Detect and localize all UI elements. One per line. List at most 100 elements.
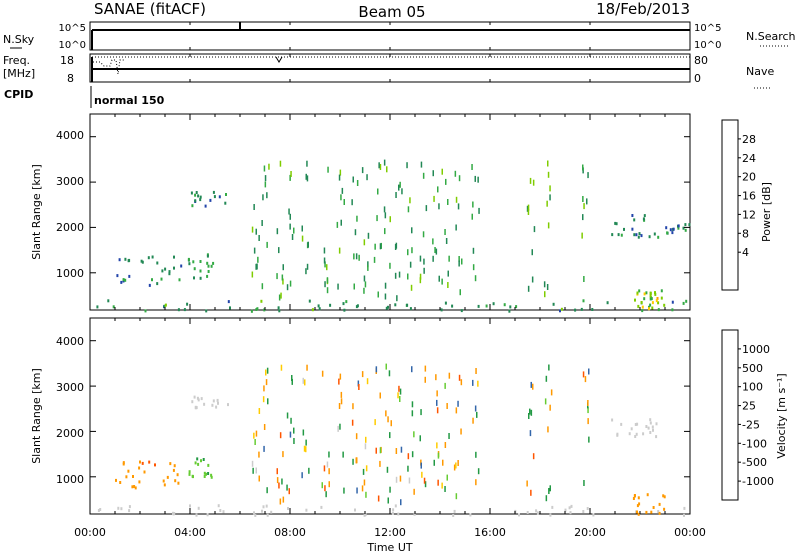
range-gate-cell <box>532 179 535 186</box>
range-gate-cell <box>306 263 309 270</box>
range-gate-cell <box>411 247 413 254</box>
range-gate-cell <box>435 374 437 381</box>
range-gate-cell <box>651 301 654 305</box>
range-gate-cell <box>508 309 511 313</box>
range-gate-cell <box>475 479 477 486</box>
range-gate-cell <box>263 385 265 392</box>
range-gate-cell <box>172 468 175 472</box>
range-gate-cell <box>399 388 402 395</box>
range-gate-cell <box>186 302 189 306</box>
range-gate-cell <box>582 196 584 202</box>
power-marks <box>96 159 691 313</box>
range-gate-cell <box>302 429 305 436</box>
range-gate-cell <box>190 191 193 195</box>
range-gate-cell <box>475 368 477 374</box>
range-gate-cell <box>254 439 256 445</box>
range-gate-cell <box>338 403 341 409</box>
range-gate-cell <box>422 172 425 179</box>
range-gate-cell <box>342 302 345 306</box>
range-gate-cell <box>143 470 146 474</box>
range-gate-cell <box>116 274 119 278</box>
range-gate-cell <box>641 305 644 309</box>
range-gate-cell <box>305 508 308 512</box>
range-gate-cell <box>425 205 428 212</box>
range-gate-cell <box>117 506 120 510</box>
range-gate-cell <box>448 255 450 262</box>
range-gate-cell <box>683 513 685 517</box>
range-gate-cell <box>398 385 400 392</box>
range-gate-cell <box>548 488 550 494</box>
range-gate-cell <box>394 272 397 279</box>
nsky-panel-frame <box>89 21 691 51</box>
range-gate-cell <box>387 305 389 309</box>
range-gate-cell <box>318 307 321 311</box>
range-gate-cell <box>125 475 128 479</box>
range-gate-cell <box>407 249 409 256</box>
range-gate-cell <box>328 451 330 458</box>
range-gate-cell <box>419 273 422 280</box>
range-gate-cell <box>643 214 646 218</box>
range-gate-cell <box>286 284 289 291</box>
range-gate-cell <box>389 432 391 439</box>
range-gate-cell <box>469 513 472 517</box>
range-gate-cell <box>457 203 460 210</box>
range-gate-cell <box>532 383 534 390</box>
range-gate-cell <box>582 164 584 171</box>
range-gate-cell <box>649 291 652 295</box>
range-gate-cell <box>343 308 346 312</box>
range-gate-cell <box>256 307 259 311</box>
range-gate-cell <box>326 277 329 284</box>
range-gate-cell <box>199 198 202 202</box>
range-gate-cell <box>311 308 314 312</box>
range-gate-cell <box>326 461 329 468</box>
range-gate-cell <box>677 226 680 230</box>
range-gate-cell <box>475 451 477 458</box>
range-gate-cell <box>394 303 397 307</box>
range-gate-cell <box>207 472 210 475</box>
range-gate-cell <box>253 432 255 439</box>
range-gate-cell <box>278 294 281 301</box>
range-gate-cell <box>289 431 292 438</box>
range-gate-cell <box>199 260 202 263</box>
range-gate-cell <box>530 409 533 416</box>
range-gate-cell <box>173 266 175 270</box>
range-gate-cell <box>420 409 422 416</box>
range-gate-cell <box>164 303 167 307</box>
range-gate-cell <box>474 175 476 182</box>
range-gate-cell <box>432 255 434 262</box>
range-gate-cell <box>460 428 462 435</box>
range-gate-cell <box>420 462 422 469</box>
range-gate-cell <box>665 226 668 230</box>
range-gate-cell <box>156 261 159 265</box>
range-gate-cell <box>132 475 134 478</box>
colorbar-tick-label: 24 <box>742 152 756 165</box>
range-gate-cell <box>207 270 210 273</box>
range-gate-cell <box>154 463 156 467</box>
range-gate-cell <box>112 305 115 309</box>
range-gate-cell <box>655 435 658 439</box>
range-gate-cell <box>160 277 163 281</box>
range-gate-cell <box>320 505 323 509</box>
range-gate-cell <box>424 376 426 383</box>
range-gate-cell <box>633 494 636 497</box>
power-ylabel: Slant Range [km] <box>30 164 43 260</box>
range-gate-cell <box>438 275 440 282</box>
range-gate-cell <box>191 204 194 208</box>
range-gate-cell <box>632 497 635 500</box>
range-gate-cell <box>637 512 640 516</box>
nave-dip <box>275 56 283 63</box>
range-gate-cell <box>399 396 401 402</box>
range-gate-cell <box>677 224 680 228</box>
range-gate-cell <box>628 432 631 436</box>
range-gate-cell <box>441 482 443 489</box>
range-gate-cell <box>648 235 651 239</box>
range-gate-cell <box>268 163 270 170</box>
range-gate-cell <box>638 502 641 506</box>
range-gate-cell <box>432 170 434 177</box>
range-gate-cell <box>433 195 435 202</box>
range-gate-cell <box>641 309 644 313</box>
range-gate-cell <box>128 258 131 262</box>
range-gate-cell <box>96 305 99 309</box>
velocity-colorbar-label: Velocity [m s⁻¹] <box>775 373 788 458</box>
range-gate-cell <box>211 403 214 407</box>
